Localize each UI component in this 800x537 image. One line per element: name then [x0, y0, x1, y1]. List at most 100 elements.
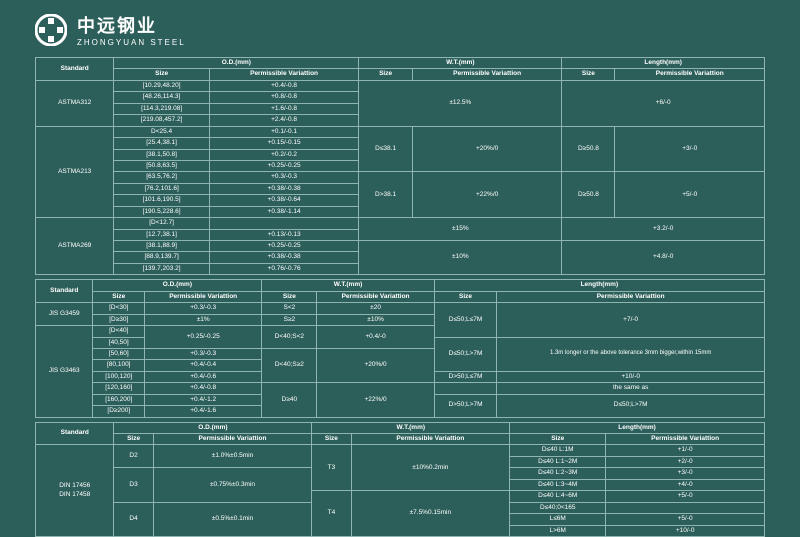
hdr-pv: Permissible Variattion [615, 69, 765, 80]
cell: [63.5,76.2] [114, 172, 209, 183]
cell: D≤50;L>7M [497, 394, 765, 417]
cell: [10.29,48.20] [114, 80, 209, 91]
cell: +20%/0 [412, 126, 561, 172]
cell: [190.5,228.6] [114, 206, 209, 217]
cell: [120,160] [93, 383, 145, 394]
cell: +0.38/-0.38 [209, 252, 358, 263]
cell: D>50;L≤7M [434, 371, 497, 382]
cell: +3/-0 [606, 468, 765, 479]
cell: [80,100] [93, 360, 145, 371]
std-g3459: JIS G3459 [36, 303, 93, 326]
cell: [50.8,63.5] [114, 160, 209, 171]
hdr-len: Length(mm) [434, 280, 764, 291]
std-din: DIN 17456 DIN 17458 [36, 445, 114, 537]
cell: D<25.4 [114, 126, 209, 137]
cell: [88.9,139.7] [114, 252, 209, 263]
cell: [50,60] [93, 348, 145, 359]
spec-table-1: Standard O.D.(mm) W.T.(mm) Length(mm) Si… [35, 57, 765, 275]
cell: +0.4/-0.8 [209, 80, 358, 91]
spec-table-3: Standard O.D.(mm) W.T.(mm) Length(mm) Si… [35, 422, 765, 537]
cell: D4 [114, 502, 153, 536]
cell: +0.38/-0.38 [209, 183, 358, 194]
cell: +10/-0 [606, 525, 765, 536]
std-a213: ASTMA213 [36, 126, 114, 218]
hdr-od: O.D.(mm) [114, 422, 312, 433]
cell: +2.4/-0.8 [209, 115, 358, 126]
cell: +0.13/-0.13 [209, 229, 358, 240]
cell: +0.4/-0.4 [145, 360, 262, 371]
cell: [139.7,203.2] [114, 263, 209, 274]
cell: +5/-0 [606, 514, 765, 525]
cell: +0.25/-0.25 [145, 326, 262, 349]
cell: +0.4/-1.2 [145, 394, 262, 405]
cell: +0.4/-1.6 [145, 406, 262, 417]
cell: D≤40 L:4~6M [510, 491, 606, 502]
hdr-pv: Permissible Variattion [145, 291, 262, 302]
hdr-standard: Standard [36, 58, 114, 81]
std-a269: ASTMA269 [36, 218, 114, 275]
hdr-standard: Standard [36, 422, 114, 445]
hdr-size: Size [93, 291, 145, 302]
logo-header: 中远钢业 ZHONGYUAN STEEL [35, 12, 765, 47]
cell: [101.6,190.5] [114, 195, 209, 206]
cell: D2 [114, 445, 153, 468]
cell: [D≥30] [93, 314, 145, 325]
cell: ±10%0.2min [351, 445, 510, 491]
logo-icon [35, 14, 67, 46]
cell: +5/-0 [615, 172, 765, 218]
hdr-pv: Permissible Variattion [209, 69, 358, 80]
hdr-pv: Permissible Variattion [412, 69, 561, 80]
hdr-pv: Permissible Variattion [497, 291, 765, 302]
cell: D≤50;L>7M [434, 337, 497, 371]
cell: +0.4/-0 [317, 326, 434, 349]
hdr-pv: Permissible Variattion [606, 434, 765, 445]
cell: +4/-0 [606, 479, 765, 490]
cell: [219.08,457.2] [114, 115, 209, 126]
cell: +0.25/-0.25 [209, 160, 358, 171]
cell: ±1.0%±0.5min [153, 445, 312, 468]
logo-text: 中远钢业 ZHONGYUAN STEEL [77, 12, 186, 47]
spec-table-2: Standard O.D.(mm) W.T.(mm) Length(mm) Si… [35, 279, 765, 417]
hdr-size: Size [562, 69, 615, 80]
cell: [40,50] [93, 337, 145, 348]
cell: ±1% [145, 314, 262, 325]
cell: D>50;L>7M [434, 394, 497, 417]
hdr-od: O.D.(mm) [114, 58, 359, 69]
cell: T4 [312, 491, 351, 537]
hdr-size: Size [114, 69, 209, 80]
hdr-pv: Permissible Variattion [153, 434, 312, 445]
cell: +0.4/-0.6 [145, 371, 262, 382]
cell: +6/-0 [562, 80, 765, 126]
cell: +0.76/-0.76 [209, 263, 358, 274]
logo-en: ZHONGYUAN STEEL [77, 38, 186, 47]
cell: ±12.5% [359, 80, 562, 126]
cell: D<40;S≥2 [262, 348, 317, 382]
cell: T3 [312, 445, 351, 491]
hdr-size: Size [114, 434, 153, 445]
cell: D>38.1 [359, 172, 413, 218]
cell: D<40;S<2 [262, 326, 317, 349]
cell: L>6M [510, 525, 606, 536]
cell: [D≥200] [93, 406, 145, 417]
hdr-size: Size [359, 69, 413, 80]
cell: D≤40 L:1~2M [510, 456, 606, 467]
cell: D≤50;L≤7M [434, 303, 497, 337]
hdr-size: Size [510, 434, 606, 445]
cell: D≤40 L:3~4M [510, 479, 606, 490]
cell: +5/-0 [606, 491, 765, 502]
cell: +0.25/-0.25 [209, 241, 358, 252]
cell: D≤38.1 [359, 126, 413, 172]
cell: [D<12.7] [114, 218, 209, 229]
cell: [160,200] [93, 394, 145, 405]
cell: +0.3/-0.3 [145, 348, 262, 359]
cell: L≤6M [510, 514, 606, 525]
cell: D≥50.8 [562, 126, 615, 172]
cell: +2/-0 [606, 456, 765, 467]
cell: [38.1,50.8] [114, 149, 209, 160]
cell: [38.1,88.9] [114, 241, 209, 252]
cell: [76.2,101.6] [114, 183, 209, 194]
cell: [25.4,38.1] [114, 138, 209, 149]
cell: ±10% [359, 241, 562, 275]
hdr-pv: Permissible Variattion [351, 434, 510, 445]
cell [434, 383, 497, 394]
